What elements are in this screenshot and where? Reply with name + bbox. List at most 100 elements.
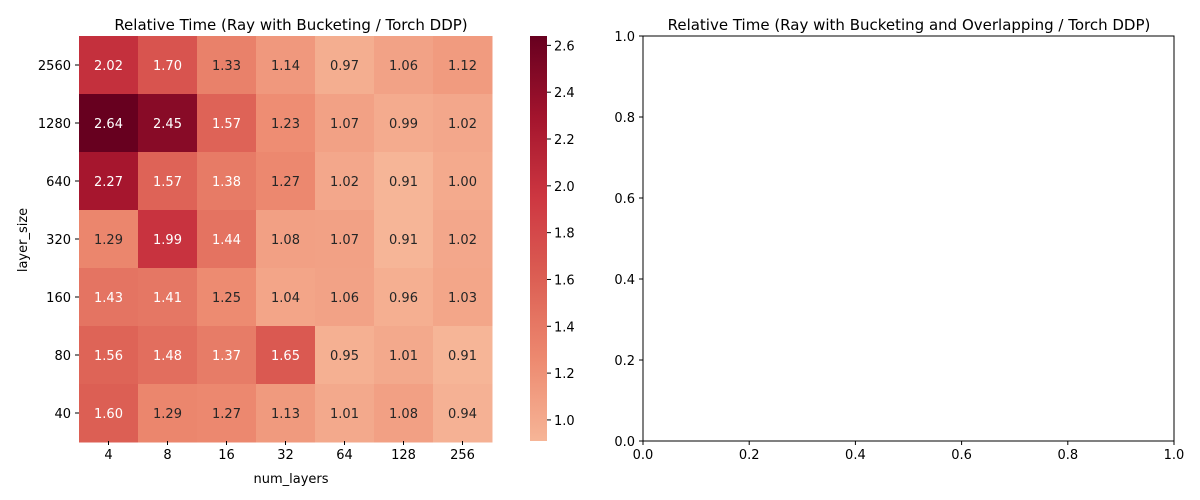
empty-axes-frame <box>642 35 1175 442</box>
heatmap-cell <box>197 152 257 211</box>
heatmap-cell <box>433 326 493 385</box>
heatmap-cell <box>374 210 434 269</box>
empty-axes-title: Relative Time (Ray with Bucketing and Ov… <box>668 16 1151 34</box>
heatmap-cell <box>256 326 316 385</box>
heatmap-cell-label: 1.27 <box>271 175 300 190</box>
heatmap-cell-label: 0.97 <box>330 59 359 74</box>
heatmap-cell-label: 1.08 <box>271 233 300 248</box>
heatmap-cell <box>374 36 434 95</box>
heatmap-cell <box>315 152 375 211</box>
heatmap-cell-label: 1.27 <box>212 407 241 422</box>
heatmap-cell <box>374 326 434 385</box>
heatmap-cell-label: 1.12 <box>448 59 477 74</box>
heatmap-cell-label: 2.02 <box>94 59 123 74</box>
heatmap-cell-label: 1.56 <box>94 349 123 364</box>
heatmap-cell <box>433 94 493 153</box>
heatmap-cell <box>315 384 375 443</box>
heatmap-cell <box>256 152 316 211</box>
colorbar-tick-label: 2.6 <box>554 39 575 54</box>
heatmap-cell-label: 1.00 <box>448 175 477 190</box>
heatmap-cell <box>197 94 257 153</box>
heatmap-y-axis-label: layer_size <box>16 208 31 272</box>
heatmap-cell-label: 2.27 <box>94 175 123 190</box>
colorbar-tick-label: 1.4 <box>554 320 575 335</box>
heatmap-cell <box>433 384 493 443</box>
x-tick-label: 0.6 <box>951 448 972 463</box>
heatmap-cell-label: 1.33 <box>212 59 241 74</box>
heatmap-cell-label: 0.91 <box>389 233 418 248</box>
heatmap-cell-label: 1.41 <box>153 291 182 306</box>
heatmap-cell <box>374 152 434 211</box>
heatmap-cell-label: 0.91 <box>389 175 418 190</box>
heatmap-cell <box>138 94 198 153</box>
colorbar-tick-label: 1.0 <box>554 414 575 429</box>
y-tick-label: 40 <box>54 407 71 422</box>
heatmap-chart: Relative Time (Ray with Bucketing / Torc… <box>16 16 493 487</box>
heatmap-cell <box>374 268 434 327</box>
y-tick-label: 320 <box>46 233 71 248</box>
heatmap-cell-label: 2.64 <box>94 117 123 132</box>
heatmap-cell-label: 1.60 <box>94 407 123 422</box>
heatmap-cell <box>433 210 493 269</box>
heatmap-cell-label: 1.25 <box>212 291 241 306</box>
colorbar-tick-label: 1.6 <box>554 273 575 288</box>
heatmap-cell-label: 1.07 <box>330 117 359 132</box>
heatmap-cell-label: 1.37 <box>212 349 241 364</box>
heatmap-x-ticks: 4 8 16 32 64 128 256 <box>104 441 475 463</box>
y-tick-label: 0.2 <box>614 354 635 369</box>
heatmap-y-ticks: 2560 1280 640 320 160 80 40 <box>38 59 79 422</box>
x-tick-label: 4 <box>104 448 112 463</box>
heatmap-cell-label: 1.08 <box>389 407 418 422</box>
heatmap-cell-label: 1.06 <box>389 59 418 74</box>
heatmap-cell-label: 1.02 <box>330 175 359 190</box>
heatmap-cell <box>256 36 316 95</box>
heatmap-cell <box>79 210 139 269</box>
heatmap-cell <box>197 36 257 95</box>
colorbar-tick-label: 2.0 <box>554 180 575 195</box>
heatmap-title: Relative Time (Ray with Bucketing / Torc… <box>114 16 467 34</box>
heatmap-cell-label: 1.04 <box>271 291 300 306</box>
heatmap-cell-label: 0.99 <box>389 117 418 132</box>
heatmap-cell <box>197 326 257 385</box>
heatmap-cell-label: 1.29 <box>94 233 123 248</box>
x-tick-label: 128 <box>391 448 416 463</box>
x-tick-label: 256 <box>450 448 475 463</box>
heatmap-cell-label: 1.65 <box>271 349 300 364</box>
heatmap-cell <box>197 210 257 269</box>
heatmap-cell-label: 0.94 <box>448 407 477 422</box>
heatmap-cell-label: 0.91 <box>448 349 477 364</box>
heatmap-cell <box>256 384 316 443</box>
x-tick-label: 8 <box>163 448 171 463</box>
heatmap-cell <box>197 384 257 443</box>
heatmap-cell <box>433 152 493 211</box>
heatmap-cell <box>138 268 198 327</box>
empty-axes-y-ticks: 0.0 0.2 0.4 0.6 0.8 1.0 <box>614 30 643 450</box>
heatmap-cell <box>79 94 139 153</box>
heatmap-cell <box>79 36 139 95</box>
colorbar-gradient <box>530 36 547 441</box>
heatmap-cell <box>315 36 375 95</box>
y-tick-label: 0.0 <box>614 435 635 450</box>
y-tick-label: 0.4 <box>614 273 635 288</box>
heatmap-x-axis-label: num_layers <box>253 472 328 487</box>
heatmap-cell-label: 1.23 <box>271 117 300 132</box>
x-tick-label: 0.2 <box>739 448 760 463</box>
heatmap-cell-label: 1.48 <box>153 349 182 364</box>
heatmap-cell <box>138 384 198 443</box>
y-tick-label: 80 <box>54 349 71 364</box>
colorbar-tick-label: 1.8 <box>554 227 575 242</box>
heatmap-cell <box>315 210 375 269</box>
colorbar-tick-label: 2.4 <box>554 86 575 101</box>
y-tick-label: 0.8 <box>614 111 635 126</box>
heatmap-cell <box>256 268 316 327</box>
heatmap-cell-label: 1.01 <box>330 407 359 422</box>
heatmap-cell <box>138 210 198 269</box>
heatmap-cell-label: 1.13 <box>271 407 300 422</box>
heatmap-cell-label: 1.06 <box>330 291 359 306</box>
heatmap-cell <box>138 152 198 211</box>
heatmap-cell <box>138 36 198 95</box>
heatmap-cell <box>138 326 198 385</box>
y-tick-label: 1.0 <box>614 30 635 45</box>
y-tick-label: 640 <box>46 175 71 190</box>
heatmap-cell-label: 1.02 <box>448 233 477 248</box>
